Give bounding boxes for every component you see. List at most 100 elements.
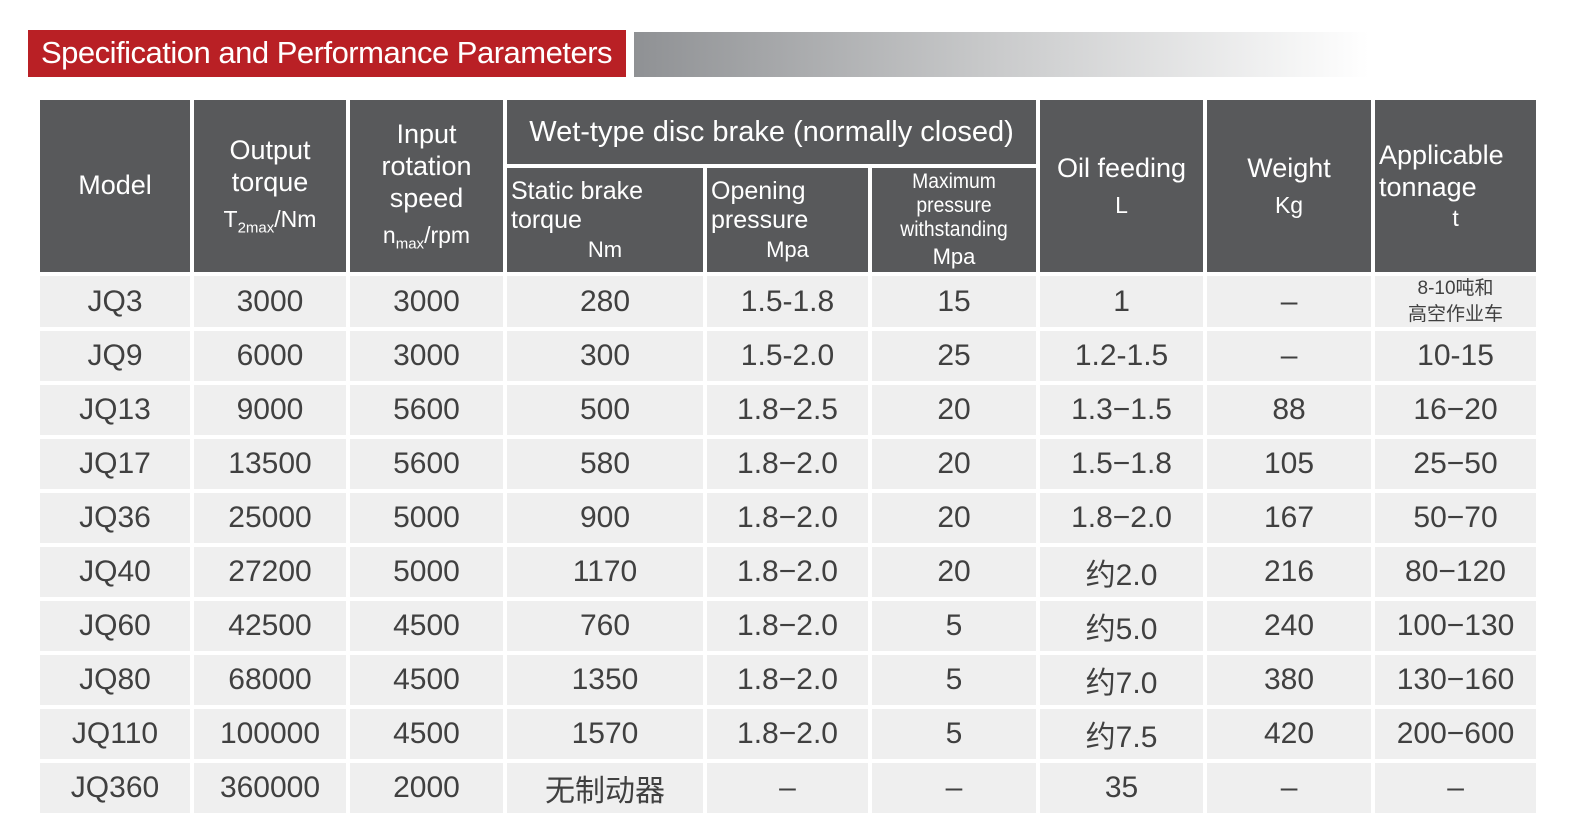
cell-tonnage: 130−160 (1375, 655, 1537, 706)
cell-opening-pressure: 1.8−2.0 (707, 547, 868, 598)
cell-static-torque: 500 (507, 385, 703, 436)
cell-input-speed: 5600 (350, 385, 503, 436)
cell-model: JQ40 (40, 547, 190, 598)
col-header-max-pressure-label: Maximum pressure withstanding (900, 170, 1008, 241)
cell-oil-feeding: 约2.0 (1040, 547, 1204, 598)
table-row: JQ3 3000 3000 280 1.5-1.8 15 1 – 8-10吨和 … (40, 276, 1537, 328)
table-row: JQ80 68000 4500 1350 1.8−2.0 5 约7.0 380 … (40, 655, 1537, 706)
cell-max-pressure: 20 (872, 547, 1037, 598)
spec-table: Model Output torque T2max/Nm Input rotat… (36, 96, 1540, 817)
cell-tonnage: – (1375, 763, 1537, 814)
cell-tonnage: 10-15 (1375, 331, 1537, 382)
col-header-output-torque: Output torque T2max/Nm (194, 100, 346, 272)
cell-output-torque: 42500 (194, 601, 346, 652)
cell-model: JQ80 (40, 655, 190, 706)
table-row: JQ36 25000 5000 900 1.8−2.0 20 1.8−2.0 1… (40, 493, 1537, 544)
cell-opening-pressure: 1.8−2.5 (707, 385, 868, 436)
cell-weight: 167 (1207, 493, 1372, 544)
table-row: JQ40 27200 5000 1170 1.8−2.0 20 约2.0 216… (40, 547, 1537, 598)
cell-oil-feeding: 1.2-1.5 (1040, 331, 1204, 382)
cell-oil-feeding: 约7.0 (1040, 655, 1204, 706)
cell-weight: 240 (1207, 601, 1372, 652)
col-group-header-wet-brake: Wet-type disc brake (normally closed) (507, 100, 1037, 164)
cell-static-torque: 900 (507, 493, 703, 544)
col-header-opening-pressure-label: Opening pressure (711, 177, 809, 234)
cell-max-pressure: 20 (872, 493, 1037, 544)
cell-opening-pressure: 1.5-1.8 (707, 276, 868, 328)
cell-opening-pressure: 1.8−2.0 (707, 601, 868, 652)
col-header-weight-unit: Kg (1274, 192, 1304, 219)
title-strip: Specification and Performance Parameters (28, 30, 1433, 77)
cell-model: JQ13 (40, 385, 190, 436)
cell-static-torque: 无制动器 (507, 763, 703, 814)
col-header-max-pressure: Maximum pressure withstanding Mpa (872, 168, 1037, 272)
cell-weight: – (1207, 276, 1372, 328)
col-header-model-label: Model (78, 170, 152, 201)
cell-output-torque: 68000 (194, 655, 346, 706)
cell-oil-feeding: 约5.0 (1040, 601, 1204, 652)
cell-tonnage: 200−600 (1375, 709, 1537, 760)
table-row: JQ60 42500 4500 760 1.8−2.0 5 约5.0 240 1… (40, 601, 1537, 652)
col-group-header-wet-brake-label: Wet-type disc brake (normally closed) (529, 115, 1014, 148)
col-header-max-pressure-unit: Mpa (932, 244, 976, 269)
cell-tonnage: 16−20 (1375, 385, 1537, 436)
cell-oil-feeding: 1 (1040, 276, 1204, 328)
cell-opening-pressure: 1.8−2.0 (707, 709, 868, 760)
col-header-static-torque-label: Static brake torque (511, 177, 644, 234)
cell-static-torque: 760 (507, 601, 703, 652)
cell-output-torque: 13500 (194, 439, 346, 490)
col-header-tonnage: Applicable tonnage t (1375, 100, 1537, 272)
cell-output-torque: 25000 (194, 493, 346, 544)
col-header-opening-pressure-unit: Mpa (766, 236, 809, 262)
cell-static-torque: 1170 (507, 547, 703, 598)
col-header-static-torque-unit: Nm (587, 236, 623, 262)
col-header-model: Model (40, 100, 190, 272)
cell-model: JQ110 (40, 709, 190, 760)
cell-output-torque: 100000 (194, 709, 346, 760)
cell-oil-feeding: 35 (1040, 763, 1204, 814)
cell-output-torque: 360000 (194, 763, 346, 814)
table-row: JQ110 100000 4500 1570 1.8−2.0 5 约7.5 42… (40, 709, 1537, 760)
cell-tonnage: 8-10吨和 高空作业车 (1375, 276, 1537, 328)
cell-input-speed: 5000 (350, 493, 503, 544)
cell-max-pressure: 25 (872, 331, 1037, 382)
cell-output-torque: 3000 (194, 276, 346, 328)
cell-opening-pressure: 1.5-2.0 (707, 331, 868, 382)
cell-input-speed: 4500 (350, 709, 503, 760)
cell-weight: – (1207, 331, 1372, 382)
col-header-oil-feeding-unit: L (1115, 192, 1128, 219)
table-row: JQ9 6000 3000 300 1.5-2.0 25 1.2-1.5 – 1… (40, 331, 1537, 382)
cell-model: JQ60 (40, 601, 190, 652)
cell-model: JQ9 (40, 331, 190, 382)
cell-static-torque: 580 (507, 439, 703, 490)
cell-max-pressure: 5 (872, 655, 1037, 706)
cell-input-speed: 2000 (350, 763, 503, 814)
cell-max-pressure: 5 (872, 709, 1037, 760)
col-header-input-speed: Input rotation speed nmax/rpm (350, 100, 503, 272)
cell-tonnage: 80−120 (1375, 547, 1537, 598)
cell-opening-pressure: – (707, 763, 868, 814)
cell-input-speed: 3000 (350, 276, 503, 328)
cell-model: JQ3 (40, 276, 190, 328)
cell-static-torque: 280 (507, 276, 703, 328)
cell-max-pressure: – (872, 763, 1037, 814)
col-header-opening-pressure: Opening pressure Mpa (707, 168, 868, 272)
cell-model: JQ36 (40, 493, 190, 544)
col-header-oil-feeding: Oil feeding L (1040, 100, 1204, 272)
cell-input-speed: 4500 (350, 601, 503, 652)
cell-oil-feeding: 1.8−2.0 (1040, 493, 1204, 544)
cell-max-pressure: 20 (872, 439, 1037, 490)
cell-max-pressure: 15 (872, 276, 1037, 328)
col-header-weight: Weight Kg (1207, 100, 1372, 272)
cell-weight: 420 (1207, 709, 1372, 760)
col-header-output-torque-label: Output torque (229, 135, 311, 197)
cell-output-torque: 6000 (194, 331, 346, 382)
cell-output-torque: 9000 (194, 385, 346, 436)
table-row: JQ17 13500 5600 580 1.8−2.0 20 1.5−1.8 1… (40, 439, 1537, 490)
cell-input-speed: 5000 (350, 547, 503, 598)
cell-opening-pressure: 1.8−2.0 (707, 493, 868, 544)
table-row: JQ13 9000 5600 500 1.8−2.5 20 1.3−1.5 88… (40, 385, 1537, 436)
cell-max-pressure: 20 (872, 385, 1037, 436)
cell-model: JQ360 (40, 763, 190, 814)
cell-tonnage: 50−70 (1375, 493, 1537, 544)
